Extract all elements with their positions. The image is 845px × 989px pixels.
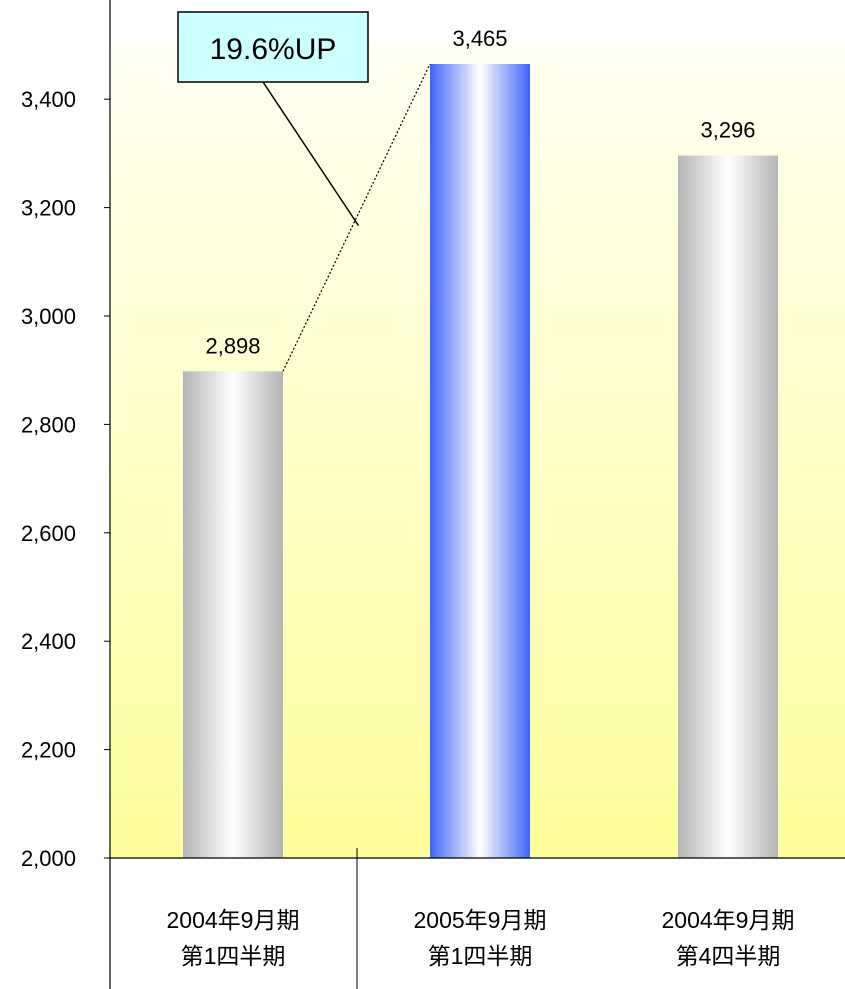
y-tick-label: 2,800 [21,412,76,437]
y-tick-label: 3,000 [21,304,76,329]
bar [678,155,778,858]
growth-callout: 19.6%UP [177,11,431,372]
x-tick-label: 2005年9月期第1四半期 [414,907,547,969]
bars [183,63,778,859]
y-tick-label: 3,400 [21,87,76,112]
bar [430,63,530,859]
callout-box [177,11,369,83]
data-labels: 2,898 3,465 3,296 [205,26,755,358]
data-label: 3,296 [700,118,755,143]
x-tick-label: 2004年9月期第4四半期 [662,907,795,969]
y-axis-ticks: 2,000 2,200 2,400 2,600 2,800 3,000 3,200 3,400 [21,87,110,871]
y-tick-label: 2,600 [21,521,76,546]
growth-connector-line [282,63,431,372]
x-tick-label: 2004年9月期第1四半期 [167,907,300,969]
y-tick-label: 3,200 [21,196,76,221]
data-label: 2,898 [205,333,260,358]
y-tick-label: 2,400 [21,629,76,654]
axes [109,0,845,989]
x-axis-ticks: 2004年9月期第1四半期 2005年9月期第1四半期 2004年9月期第4四半期 [167,907,795,969]
callout-label: 19.6%UP [210,33,337,66]
y-tick-label: 2,200 [21,738,76,763]
data-label: 3,465 [452,26,507,51]
callout-leader-line [262,81,360,227]
y-tick-label: 2,000 [21,846,76,871]
bar [183,371,283,858]
